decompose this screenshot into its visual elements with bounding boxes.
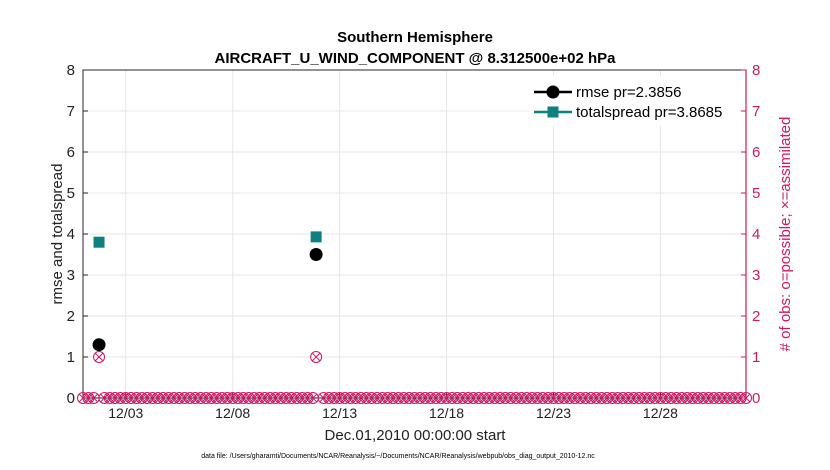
x-tick-label: 12/03 bbox=[108, 405, 143, 421]
chart-subtitle: AIRCRAFT_U_WIND_COMPONENT @ 8.312500e+02… bbox=[215, 50, 617, 67]
y-tick-label: 1 bbox=[67, 349, 75, 366]
obs-count-marker bbox=[740, 392, 752, 404]
legend-rmse-marker bbox=[546, 85, 560, 99]
legend-box bbox=[529, 76, 739, 126]
obs-assimilated-cross bbox=[741, 393, 751, 403]
obs-possible-circle bbox=[93, 351, 106, 363]
totalspread-point bbox=[310, 231, 322, 243]
legend-totalspread-label: totalspread pr=3.8685 bbox=[576, 104, 722, 121]
y-right-tick-label: 5 bbox=[752, 185, 760, 202]
y-tick-label: 2 bbox=[67, 308, 75, 325]
y-right-tick-label: 6 bbox=[752, 144, 760, 161]
y-tick-label: 5 bbox=[67, 185, 75, 202]
obs-possible-circle bbox=[310, 351, 323, 363]
obs-count-marker bbox=[93, 351, 106, 363]
x-axis-label: Dec.01,2010 00:00:00 start bbox=[325, 427, 507, 444]
legend-totalspread-marker bbox=[547, 106, 559, 118]
x-tick-label: 12/13 bbox=[322, 405, 357, 421]
series-markers bbox=[92, 231, 323, 352]
y-right-tick-label: 3 bbox=[752, 267, 760, 284]
obs-assimilated-cross bbox=[94, 352, 104, 362]
obs-count-markers bbox=[77, 351, 752, 404]
obs-assimilated-cross bbox=[308, 393, 318, 403]
x-tick-label: 12/23 bbox=[536, 405, 571, 421]
y-tick-label: 0 bbox=[67, 390, 75, 407]
obs-possible-circle bbox=[740, 392, 752, 404]
x-tick-label: 12/08 bbox=[215, 405, 250, 421]
tick-marks: 0 1 2 3 4 5 6 7 8 0 1 2 3 4 5 6 7 8 12/03 12/08 12/13 12/18 12… bbox=[67, 62, 761, 421]
rmse-point bbox=[309, 248, 323, 261]
legend-rmse-label: rmse pr=2.3856 bbox=[576, 84, 681, 101]
y-right-tick-label: 7 bbox=[752, 103, 760, 120]
y-tick-label: 7 bbox=[67, 103, 75, 120]
rmse-point bbox=[92, 338, 106, 352]
y-right-tick-label: 0 bbox=[752, 390, 760, 407]
y-right-tick-label: 8 bbox=[752, 62, 760, 79]
y-right-tick-label: 1 bbox=[752, 349, 760, 366]
y-tick-label: 4 bbox=[67, 226, 75, 243]
y-axis-label-right: # of obs: o=possible; ×=assimilated bbox=[777, 117, 794, 352]
y-right-tick-label: 2 bbox=[752, 308, 760, 325]
y-tick-label: 6 bbox=[67, 144, 75, 161]
totalspread-point bbox=[93, 236, 105, 248]
y-axis-label: rmse and totalspread bbox=[49, 164, 66, 305]
y-tick-label: 3 bbox=[67, 267, 75, 284]
chart-title: Southern Hemisphere bbox=[337, 29, 493, 46]
obs-count-marker bbox=[310, 351, 323, 363]
x-tick-label: 12/18 bbox=[429, 405, 464, 421]
y-tick-label: 8 bbox=[67, 62, 75, 79]
legend: rmse pr=2.3856 totalspread pr=3.8685 bbox=[529, 76, 739, 126]
obs-assimilated-cross bbox=[311, 352, 321, 362]
y-right-tick-label: 4 bbox=[752, 226, 760, 243]
obs-assimilated-cross bbox=[89, 393, 99, 403]
data-file-footnote: data file: /Users/gharamti/Documents/NCA… bbox=[201, 453, 595, 460]
x-tick-label: 12/28 bbox=[643, 405, 678, 421]
